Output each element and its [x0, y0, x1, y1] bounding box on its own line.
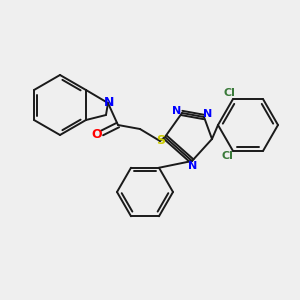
- Text: Cl: Cl: [221, 151, 233, 161]
- Text: N: N: [203, 109, 213, 119]
- Text: O: O: [92, 128, 102, 142]
- Text: N: N: [104, 97, 114, 110]
- Text: N: N: [188, 161, 198, 171]
- Text: N: N: [172, 106, 182, 116]
- Text: Cl: Cl: [223, 88, 235, 98]
- Text: S: S: [157, 134, 166, 146]
